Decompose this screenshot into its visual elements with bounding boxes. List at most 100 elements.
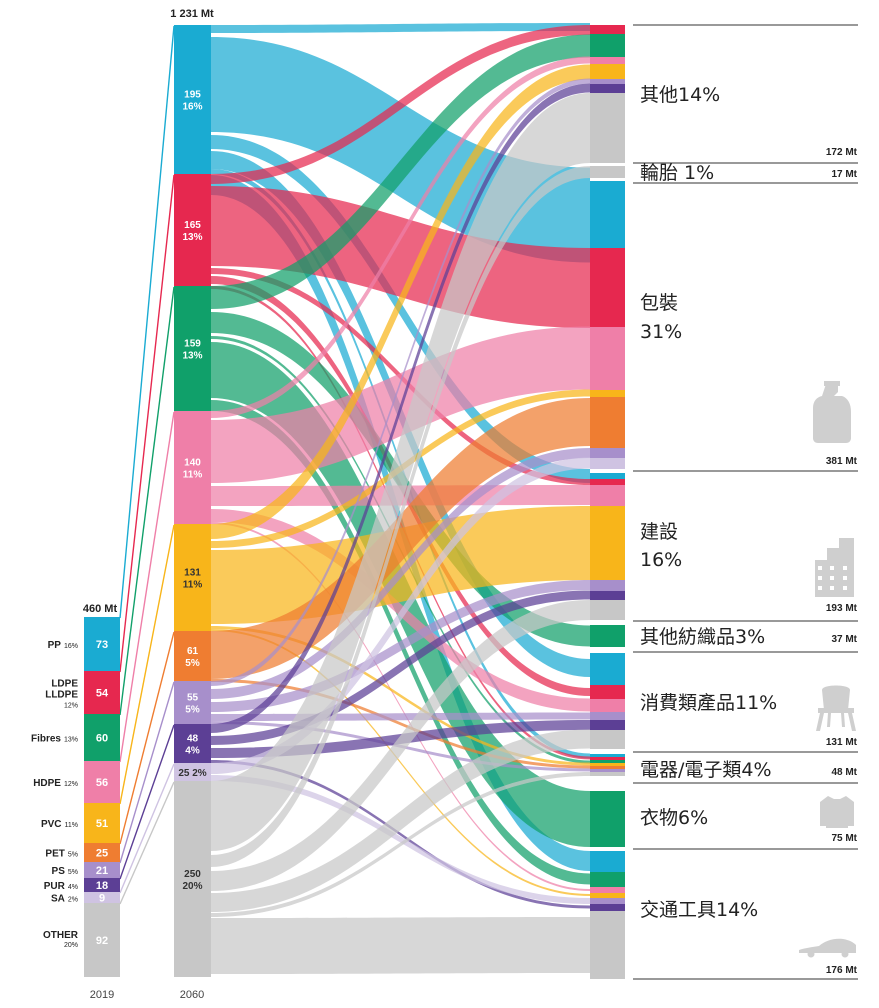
material-label: LDPE	[51, 679, 78, 690]
sector-segment	[590, 397, 625, 448]
sector-segment	[590, 64, 625, 79]
flow-band	[211, 34, 590, 309]
sector-segment	[590, 763, 625, 766]
flow-band	[211, 917, 590, 974]
bar-2019-sa	[84, 892, 120, 903]
flow-band	[211, 23, 590, 33]
sector-segment	[590, 911, 625, 979]
bar-2060-value: 131	[184, 568, 201, 579]
growth-link	[119, 681, 175, 864]
sector-segment	[590, 479, 625, 485]
bar-2019-value: 92	[96, 935, 108, 947]
flow-band	[211, 522, 590, 891]
flow-band	[211, 760, 590, 909]
bar-2019-value: 25	[96, 848, 108, 860]
flow-band	[211, 775, 590, 904]
bar-2019-value: 21	[96, 865, 108, 877]
sector-total-construction: 193 Mt	[826, 603, 858, 614]
material-pct: 12%	[64, 703, 78, 710]
bottle-icon	[813, 381, 851, 443]
sector-name-clothing: 衣物6%	[640, 807, 708, 829]
bar-2060-hdpe	[174, 411, 211, 524]
bar-2060-value: 165	[184, 220, 201, 231]
sector-segment	[590, 653, 625, 685]
material-label: PS 5%	[52, 866, 78, 877]
sector-total-textiles: 37 Mt	[831, 634, 857, 645]
flow-band	[211, 93, 590, 851]
sector-total-transport: 176 Mt	[826, 965, 858, 976]
sector-segment	[590, 772, 625, 776]
sector-segment	[590, 600, 625, 620]
sector-name-construction: 16%	[640, 549, 682, 571]
bar-2060-pe	[174, 174, 211, 286]
material-label: PP 16%	[48, 640, 78, 651]
sector-segment	[590, 390, 625, 397]
sector-column	[590, 25, 625, 979]
sector-icons	[799, 381, 856, 958]
bar-2019-pvc	[84, 803, 120, 843]
bar-2060-pet	[174, 631, 211, 681]
bar-2060-pp	[174, 25, 211, 174]
flow-band	[211, 590, 590, 745]
sector-segment	[590, 166, 625, 178]
bar-2060-pct: 11%	[183, 580, 203, 591]
sector-labels: 其他14% 172 Mt 輪胎 1% 17 Mt 包裝 31% 381 Mt 建設 16% 193…	[633, 24, 858, 980]
bar-2019-value: 56	[96, 777, 108, 789]
bar-2019-value: 54	[96, 688, 109, 700]
flow-band	[211, 729, 590, 912]
bar-2060-value: 250	[184, 869, 201, 880]
bar-2060-pur	[174, 724, 211, 763]
growth-link	[119, 25, 175, 619]
sector-segment	[590, 79, 625, 84]
sector-segment	[590, 766, 625, 769]
growth-link	[119, 286, 175, 716]
sector-segment	[590, 754, 625, 757]
sector-total-tyres: 17 Mt	[831, 169, 857, 180]
sector-segment	[590, 904, 625, 911]
flow-band	[211, 580, 590, 712]
sector-name-electronics: 電器/電子類4%	[640, 759, 772, 781]
bar-2060-pct: 13%	[182, 232, 202, 243]
flow-band	[211, 772, 590, 917]
flow-band	[211, 186, 590, 328]
sector-segment	[590, 248, 625, 327]
bar-2019-other	[84, 903, 120, 977]
material-label: OTHER	[43, 930, 79, 941]
sector-segment	[590, 181, 625, 248]
bar-2019-fibres	[84, 714, 120, 761]
bar-2060-value: 195	[184, 90, 201, 101]
bar-2060-value: 55	[187, 693, 199, 704]
building-icon	[815, 538, 854, 597]
bar-2060-pct: 5%	[185, 705, 200, 716]
sector-segment	[590, 872, 625, 887]
bar-2060-pvc	[174, 524, 211, 631]
bar-2060-pct: 11%	[183, 470, 203, 481]
bar-2060-value: 159	[184, 339, 201, 350]
sector-total-electronics: 48 Mt	[831, 767, 857, 778]
sector-name-other: 其他14%	[640, 84, 720, 106]
sector-segment	[590, 458, 625, 469]
bar-2060-value: 48	[187, 734, 199, 745]
bar-2060-pct: 13%	[182, 351, 202, 362]
flow-band	[211, 712, 590, 721]
sector-segment	[590, 506, 625, 580]
car-icon	[799, 938, 856, 958]
left-year-label: 2019	[90, 989, 114, 1001]
material-label: PET 5%	[45, 849, 78, 860]
sector-segment	[590, 898, 625, 904]
sector-segment	[590, 730, 625, 749]
flow-band	[211, 600, 590, 891]
bar-2060-pct: 16%	[182, 102, 202, 113]
growth-links	[119, 25, 175, 905]
sector-segment	[590, 625, 625, 647]
bar-2019-value: 51	[96, 818, 108, 830]
bar-2060-pct: 5%	[185, 658, 200, 669]
sector-segment	[590, 93, 625, 163]
sector-name-packaging: 31%	[640, 321, 682, 343]
sector-total-consumer: 131 Mt	[826, 737, 858, 748]
growth-link	[119, 781, 175, 905]
material-pct: 20%	[64, 942, 78, 949]
flow-band	[211, 629, 590, 896]
material-label: Fibres 13%	[31, 734, 78, 745]
